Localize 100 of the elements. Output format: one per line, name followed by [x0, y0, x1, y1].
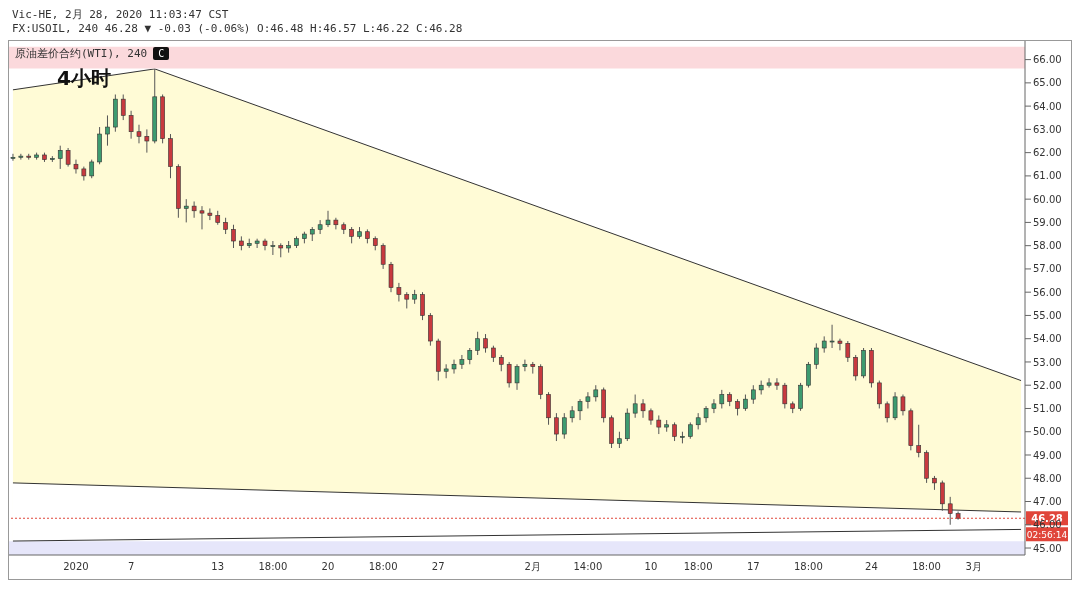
- candlestick: [814, 342, 819, 370]
- candlestick: [806, 361, 811, 389]
- candlestick: [585, 391, 591, 409]
- y-tick-label: 47.00: [1033, 496, 1062, 508]
- x-tick-label: 13: [211, 561, 225, 573]
- candlestick: [136, 124, 142, 144]
- candlestick: [388, 261, 394, 293]
- chart-title: Vic-HE, 2月 28, 2020 11:03:47 CST: [11, 8, 230, 22]
- candlestick: [672, 421, 677, 442]
- x-tick-label: 2020: [63, 561, 89, 573]
- y-tick-label: 61.00: [1033, 170, 1062, 182]
- candlestick: [554, 412, 559, 442]
- text: 02:56:14: [1026, 530, 1068, 541]
- candlestick: [73, 159, 79, 175]
- candlestick: [884, 401, 890, 423]
- y-tick-label: 45.00: [1033, 542, 1062, 554]
- candlestick: [451, 359, 457, 375]
- x-tick-label: 18:00: [794, 561, 823, 573]
- candlestick: [207, 207, 213, 221]
- y-tick-label: 63.00: [1033, 123, 1062, 135]
- candlestick: [254, 238, 260, 249]
- candlestick: [475, 331, 480, 356]
- candlestick: [443, 363, 449, 379]
- candlestick: [514, 363, 520, 391]
- y-tick-label: 54.00: [1033, 333, 1062, 345]
- candlestick: [506, 361, 512, 389]
- candlestick: [577, 398, 583, 421]
- candlestick: [191, 200, 197, 219]
- x-tick-label: 3月: [965, 561, 982, 573]
- y-tick-label: 49.00: [1033, 449, 1062, 461]
- candlestick: [900, 394, 906, 416]
- candlestick: [656, 414, 662, 435]
- candlestick: [380, 242, 386, 270]
- candlestick: [782, 382, 788, 409]
- candlestick: [144, 128, 150, 154]
- y-tick-label: 59.00: [1033, 216, 1062, 228]
- candlestick: [199, 205, 205, 230]
- annotation: C: [153, 47, 170, 60]
- candlestick: [483, 333, 488, 354]
- candlestick: [916, 424, 922, 458]
- x-tick-label: 7: [127, 561, 135, 573]
- x-tick-label: 20: [321, 561, 335, 573]
- candlestick: [459, 354, 465, 370]
- candlestick: [89, 159, 95, 179]
- candlestick: [774, 377, 780, 391]
- candlestick: [522, 359, 528, 372]
- candlestick: [10, 153, 16, 162]
- x-tick-label: 18:00: [912, 561, 941, 573]
- y-tick-label: 52.00: [1033, 379, 1062, 391]
- candlestick: [829, 324, 835, 349]
- y-tick-label: 50.00: [1033, 426, 1062, 438]
- candlestick: [877, 380, 882, 409]
- candlestick: [396, 282, 402, 302]
- candlestick: [325, 210, 331, 228]
- candlestick: [183, 198, 189, 223]
- candlestick: [751, 384, 756, 405]
- candlestick: [766, 377, 772, 389]
- candlestick: [231, 224, 236, 249]
- candlestick: [105, 114, 110, 147]
- candlestick: [711, 398, 717, 414]
- y-tick-label: 62.00: [1033, 147, 1062, 159]
- x-tick-label: 14:00: [573, 561, 603, 573]
- candlestick: [892, 391, 898, 421]
- candlestick: [270, 240, 276, 256]
- y-tick-label: 55.00: [1033, 309, 1062, 321]
- y-tick-label: 64.00: [1033, 100, 1062, 112]
- candlestick: [120, 93, 126, 121]
- y-tick-label: 58.00: [1033, 240, 1062, 252]
- candlestick: [719, 389, 725, 409]
- candlestick: [420, 291, 425, 321]
- y-tick-label: 57.00: [1033, 263, 1062, 275]
- x-tick-label: 18:00: [683, 561, 713, 573]
- candlestick: [853, 354, 858, 382]
- candlestick: [640, 398, 646, 419]
- candlestick: [632, 394, 638, 419]
- y-tick-label: 65.00: [1033, 77, 1062, 89]
- candlestick: [845, 340, 851, 363]
- x-tick-label: 27: [431, 561, 445, 573]
- candlestick: [798, 382, 803, 412]
- annotation: 原油差价合约(WTI), 240: [15, 46, 148, 61]
- chart-subtitle: FX:USOIL, 240 46.28 ▼ -0.03 (-0.06%) O:46.48 H:46.57 L:46.22 C:46.28: [11, 22, 464, 36]
- candlestick: [65, 147, 71, 168]
- candlestick: [837, 338, 843, 351]
- x-tick-label: 18:00: [368, 561, 398, 573]
- x-tick-label: 18:00: [258, 561, 288, 573]
- y-tick-label: 66.00: [1033, 54, 1062, 66]
- x-tick-label: 17: [746, 561, 760, 573]
- candlestick: [317, 219, 323, 235]
- y-tick-label: 60.00: [1033, 193, 1062, 205]
- candlestick: [561, 412, 567, 440]
- candlestick: [128, 110, 134, 140]
- y-tick-label: 51.00: [1033, 403, 1062, 415]
- x-tick-label: 24: [865, 561, 878, 573]
- candlestick: [546, 391, 551, 426]
- candlestick: [57, 145, 63, 170]
- y-tick-label: 48.00: [1033, 472, 1062, 484]
- x-tick-label: 10: [644, 561, 658, 573]
- y-tick-label: 53.00: [1033, 356, 1062, 368]
- y-tick-label: 56.00: [1033, 286, 1062, 298]
- x-tick-label: 2月: [524, 561, 541, 573]
